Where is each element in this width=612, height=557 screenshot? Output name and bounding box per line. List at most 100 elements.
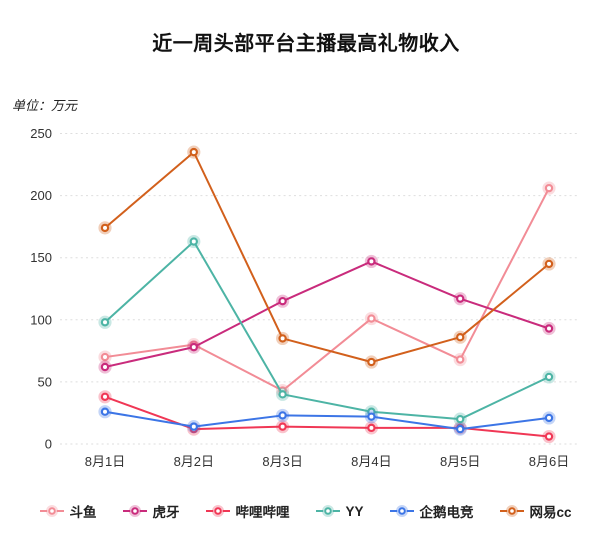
legend-item[interactable]: 哔哩哔哩 [206, 501, 289, 521]
x-tick-label: 8月2日 [174, 454, 214, 469]
chart-title: 近一周头部平台主播最高礼物收入 [152, 33, 460, 55]
data-point-halo [542, 181, 556, 195]
data-point-halo [453, 330, 467, 344]
legend-label: 虎牙 [152, 505, 180, 520]
data-point-halo [98, 390, 112, 404]
data-point-halo [98, 350, 112, 364]
data-point-halo [364, 421, 379, 435]
legend-marker-dot [398, 507, 407, 515]
legend-item[interactable]: YY [316, 504, 363, 519]
legend-label: 斗鱼 [69, 505, 97, 520]
legend-marker-icon [390, 505, 415, 517]
data-point-halo [98, 360, 112, 374]
data-point [456, 294, 465, 303]
y-tick-label: 50 [38, 374, 52, 389]
data-point [189, 147, 198, 157]
legend-marker-dot [508, 507, 517, 515]
data-point-halo [453, 292, 467, 306]
data-point-halo [276, 387, 290, 401]
x-tick-label: 8月3日 [262, 454, 302, 469]
data-point-halo [187, 420, 201, 434]
x-tick-label: 8月1日 [85, 454, 125, 469]
data-point [278, 334, 287, 343]
legend-marker-dot [324, 507, 333, 515]
data-point [189, 342, 198, 352]
data-point [456, 414, 465, 424]
data-point-halo [187, 340, 201, 354]
data-point-halo [364, 355, 379, 369]
data-point-halo [542, 321, 556, 336]
data-point-halo [364, 311, 379, 326]
legend-marker-icon [316, 505, 341, 517]
unit-label: 单位：万元 [12, 98, 78, 113]
data-point-halo [364, 410, 379, 424]
data-point-halo [453, 422, 467, 436]
data-point-halo [187, 145, 201, 159]
data-point [367, 423, 376, 433]
data-point-halo [542, 257, 556, 271]
legend-marker-icon [206, 505, 231, 517]
data-point [367, 412, 376, 421]
legend-marker-dot [48, 507, 57, 515]
data-point [367, 357, 376, 367]
legend-marker-icon [40, 505, 65, 517]
legend-item[interactable]: 虎牙 [123, 501, 179, 521]
data-point-halo [542, 370, 556, 384]
data-point [278, 422, 287, 431]
data-point-halo [276, 294, 290, 308]
legend-item[interactable]: 斗鱼 [40, 501, 96, 521]
data-point [367, 257, 376, 266]
data-point-halo [453, 352, 467, 367]
legend-label: 企鹅电竞 [419, 505, 474, 520]
x-tick-label: 8月6日 [529, 454, 569, 469]
data-point-halo [453, 412, 467, 426]
data-point-halo [542, 411, 556, 425]
legend-marker-dot [131, 507, 140, 515]
series-line [104, 240, 550, 421]
data-point [100, 352, 110, 362]
data-point [544, 259, 554, 269]
y-tick-label: 150 [30, 250, 52, 265]
data-point-halo [276, 331, 290, 346]
data-point [100, 407, 110, 416]
data-point [544, 372, 554, 382]
series-line [104, 187, 550, 392]
legend-label: 网易cc [529, 505, 572, 520]
data-point [544, 183, 554, 193]
data-point-halo [187, 234, 201, 249]
data-point [544, 413, 554, 423]
data-point [278, 296, 287, 306]
series-line [104, 260, 550, 368]
data-point [367, 314, 376, 323]
data-point [278, 411, 287, 420]
y-tick-label: 0 [45, 437, 52, 452]
data-point-halo [542, 429, 556, 444]
data-point-halo [276, 420, 290, 434]
x-tick-label: 8月4日 [351, 454, 391, 469]
series-line [104, 410, 550, 431]
line-plot: 0 50 100 150 200 250 8月1日 8月2日 8月3日 8月4日 8月5日 8月6日 [30, 126, 577, 469]
data-point [544, 324, 554, 333]
data-point [100, 223, 110, 233]
data-point-halo [276, 408, 290, 423]
y-tick-label: 200 [30, 188, 52, 203]
series-line [104, 151, 550, 364]
y-tick-label: 250 [30, 126, 52, 141]
data-point [544, 432, 554, 441]
data-point [456, 355, 465, 364]
legend-marker-icon [500, 505, 525, 517]
data-point-halo [98, 221, 112, 235]
x-tick-label: 8月5日 [440, 454, 480, 469]
y-tick-label: 100 [30, 312, 52, 327]
legend-marker-icon [123, 505, 148, 517]
data-point [100, 362, 110, 372]
legend-label: 哔哩哔哩 [235, 505, 290, 520]
data-point [100, 318, 110, 327]
data-point [456, 424, 465, 434]
data-point [189, 237, 198, 246]
data-point [456, 332, 465, 342]
legend-item[interactable]: 网易cc [500, 501, 572, 521]
legend-item[interactable]: 企鹅电竞 [390, 501, 473, 521]
data-point [100, 392, 110, 402]
